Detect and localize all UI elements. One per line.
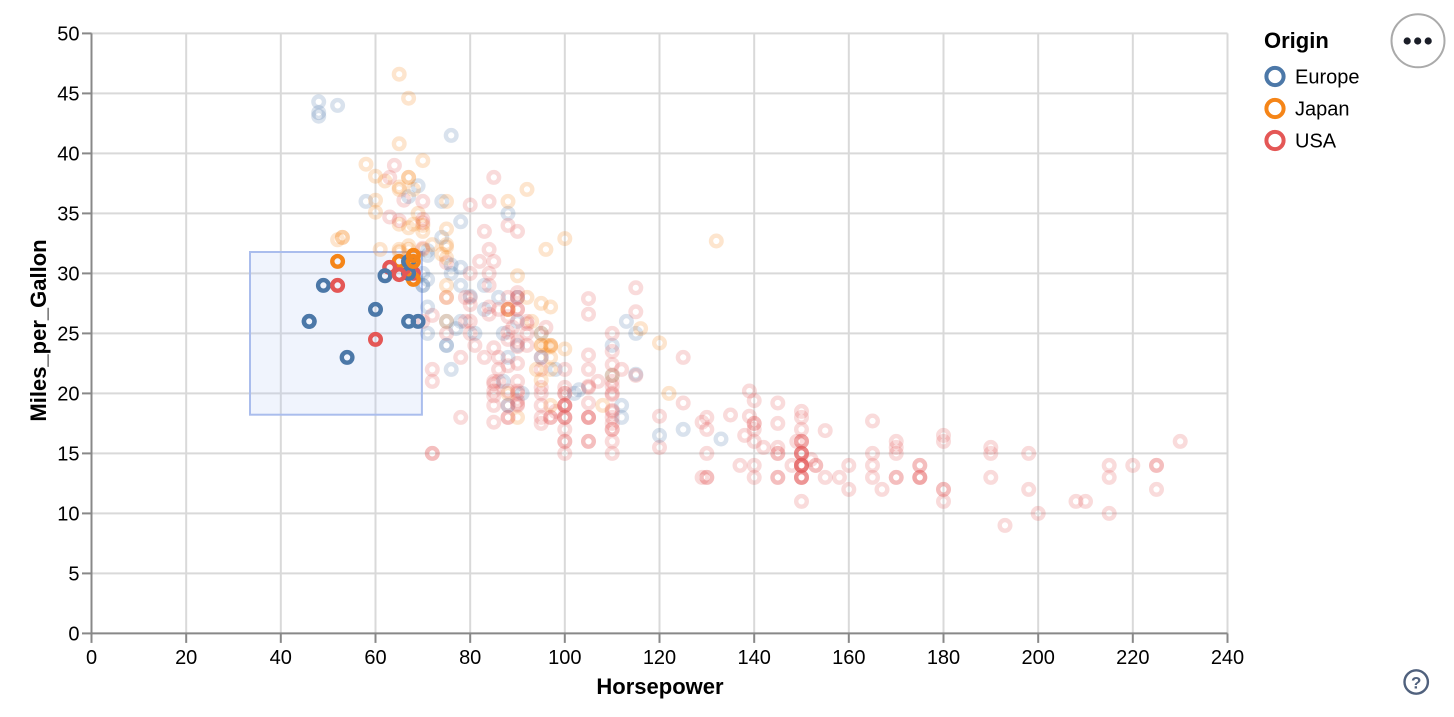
svg-text:Miles_per_Gallon: Miles_per_Gallon — [26, 239, 51, 421]
svg-text:20: 20 — [175, 647, 197, 669]
svg-text:45: 45 — [57, 84, 79, 106]
svg-text:USA: USA — [1295, 131, 1337, 153]
svg-text:Japan: Japan — [1295, 99, 1350, 121]
svg-text:160: 160 — [832, 647, 865, 669]
svg-text:30: 30 — [57, 264, 79, 286]
svg-text:40: 40 — [270, 647, 292, 669]
svg-text:20: 20 — [57, 384, 79, 406]
svg-text:120: 120 — [643, 647, 676, 669]
svg-text:0: 0 — [86, 647, 97, 669]
svg-text:0: 0 — [68, 624, 79, 646]
svg-text:5: 5 — [68, 564, 79, 586]
svg-text:60: 60 — [364, 647, 386, 669]
svg-text:15: 15 — [57, 444, 79, 466]
svg-text:Horsepower: Horsepower — [596, 674, 724, 699]
svg-text:100: 100 — [548, 647, 581, 669]
svg-text:50: 50 — [57, 24, 79, 46]
svg-text:Origin: Origin — [1264, 28, 1329, 53]
svg-text:25: 25 — [57, 324, 79, 346]
svg-text:10: 10 — [57, 504, 79, 526]
svg-text:40: 40 — [57, 144, 79, 166]
svg-text:80: 80 — [459, 647, 481, 669]
svg-text:180: 180 — [927, 647, 960, 669]
svg-text:?: ? — [1411, 674, 1421, 693]
svg-text:35: 35 — [57, 204, 79, 226]
svg-text:Europe: Europe — [1295, 67, 1360, 89]
svg-text:140: 140 — [738, 647, 771, 669]
svg-text:200: 200 — [1022, 647, 1055, 669]
svg-text:240: 240 — [1211, 647, 1244, 669]
svg-text:220: 220 — [1116, 647, 1149, 669]
